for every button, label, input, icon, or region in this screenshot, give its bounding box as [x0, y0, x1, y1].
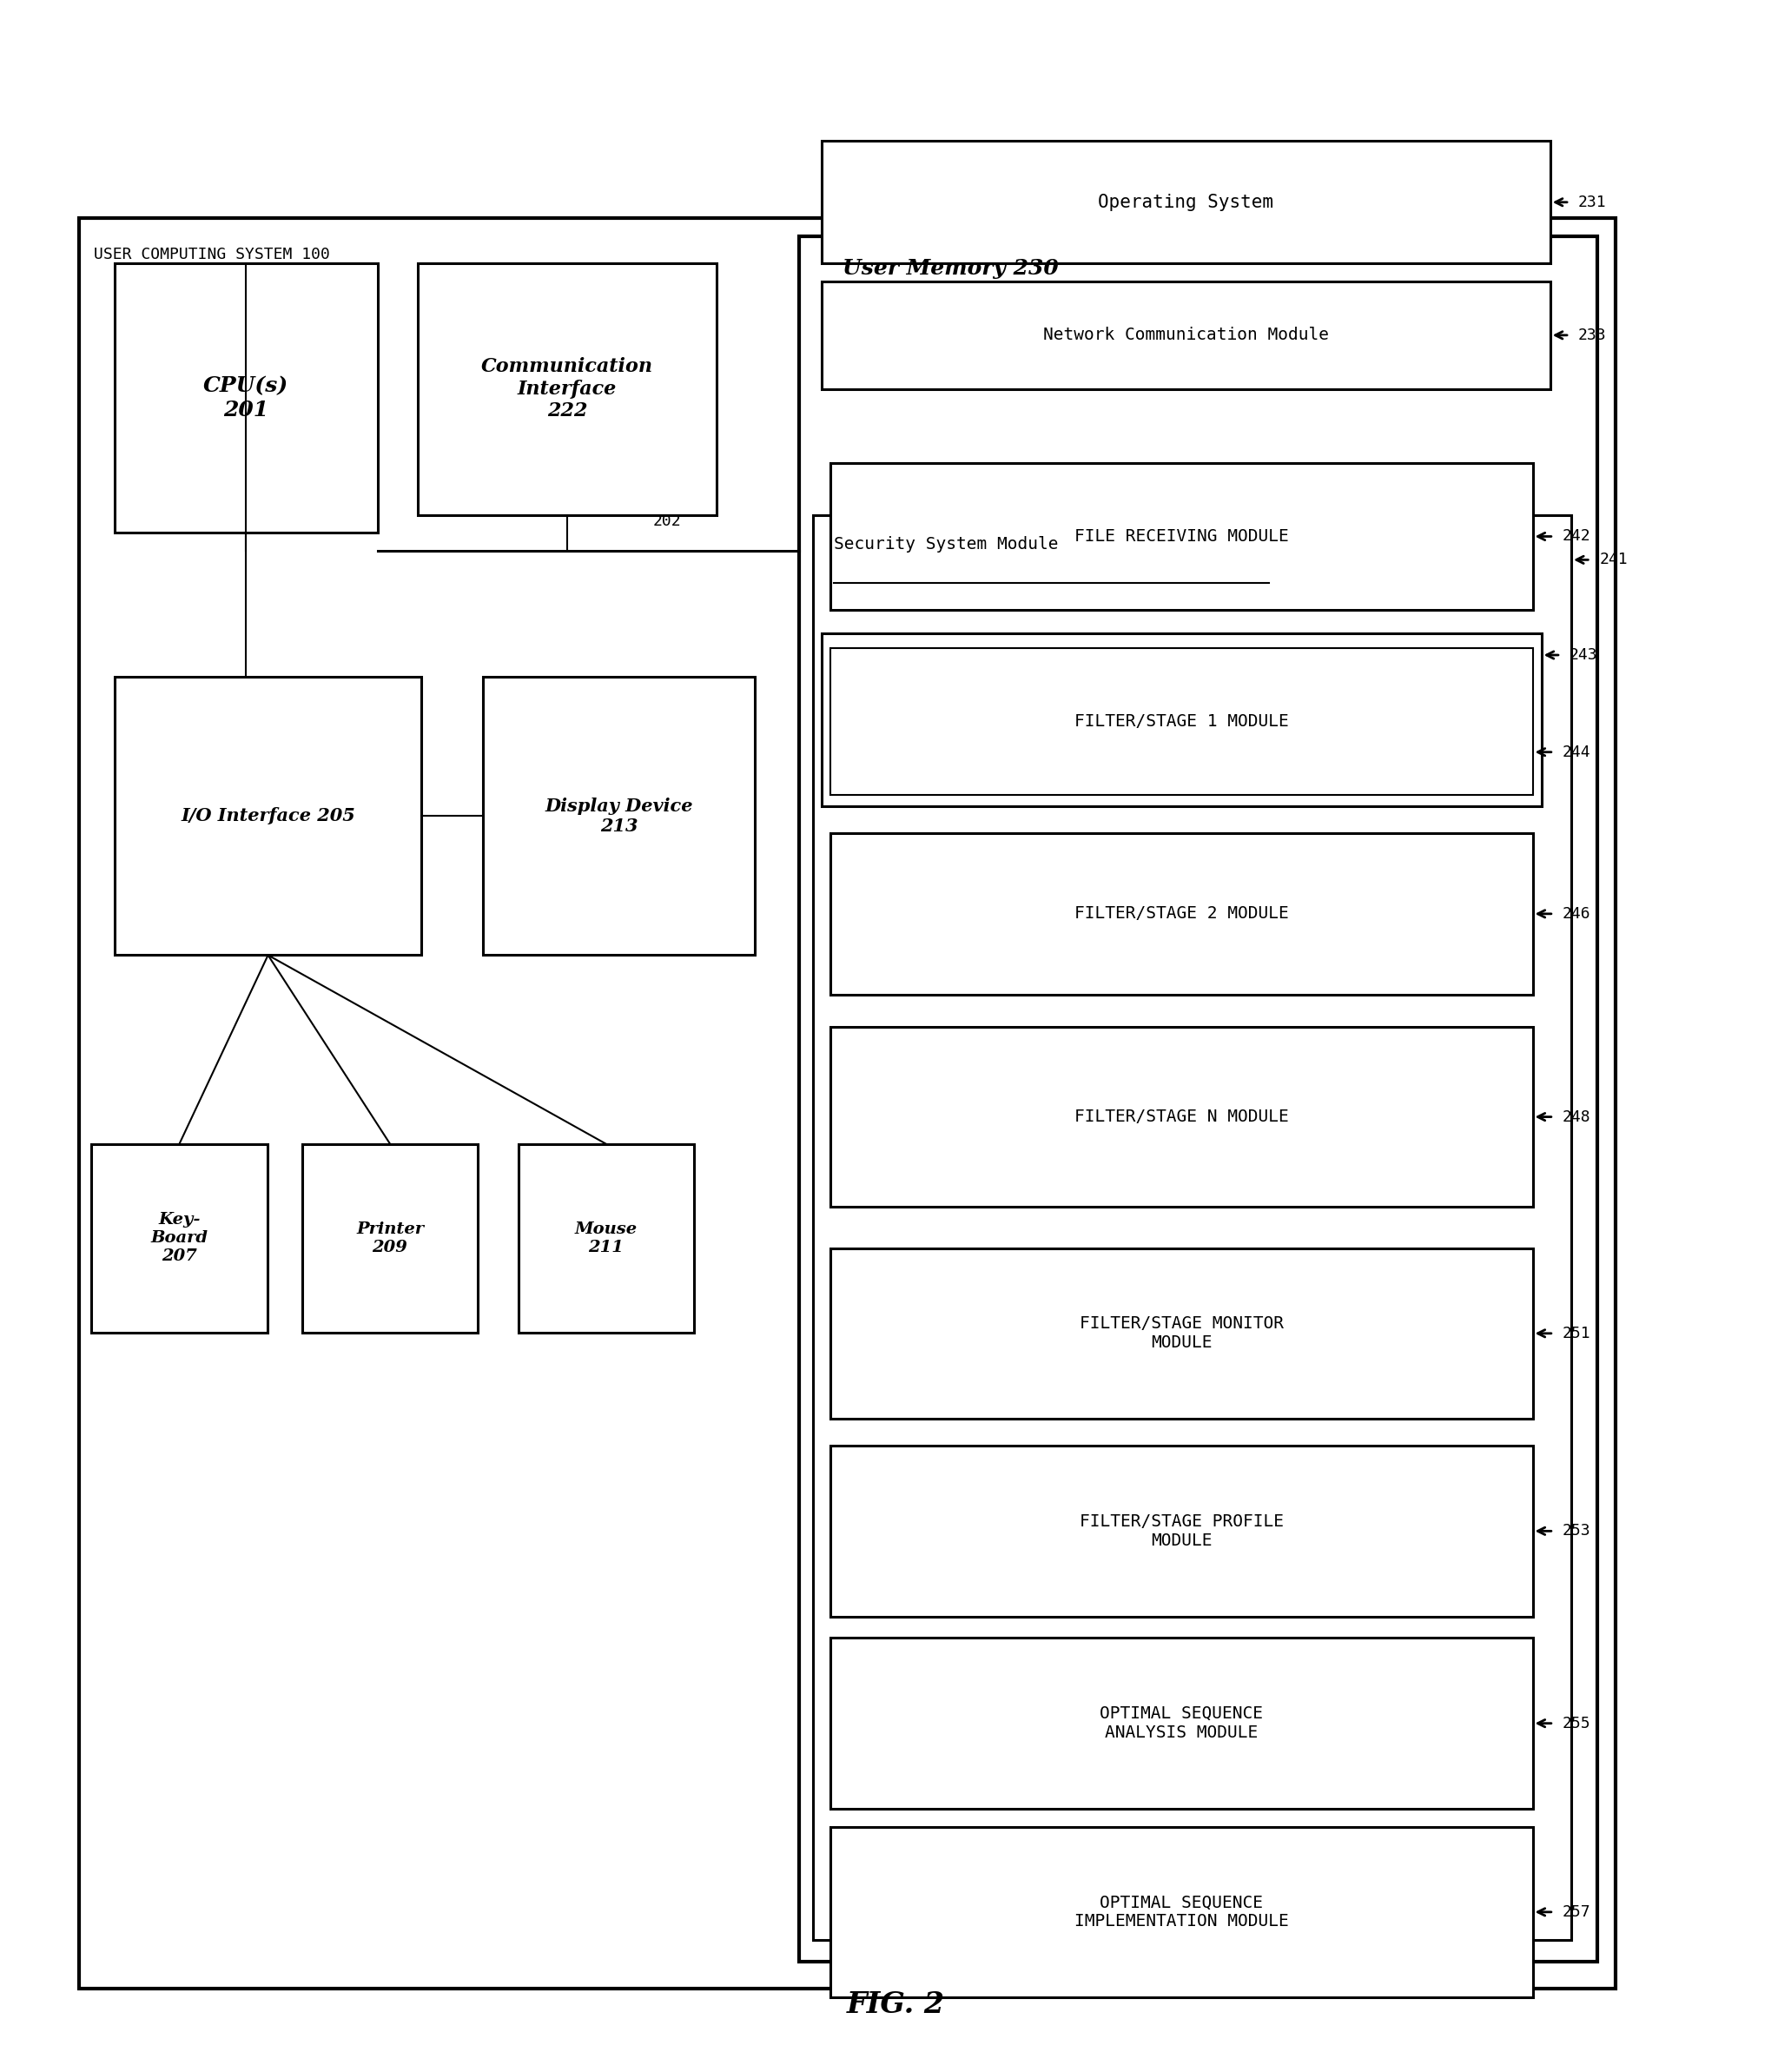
- Text: Network Communication Module: Network Communication Module: [1042, 327, 1329, 344]
- Text: User Memory 230: User Memory 230: [844, 257, 1058, 280]
- Text: FILTER/STAGE 2 MODULE: FILTER/STAGE 2 MODULE: [1075, 905, 1290, 922]
- Text: Security System Module: Security System Module: [835, 537, 1058, 553]
- Bar: [484, 678, 756, 955]
- Text: USER COMPUTING SYSTEM 100: USER COMPUTING SYSTEM 100: [93, 247, 330, 263]
- Text: 231: 231: [1578, 195, 1607, 209]
- Text: 243: 243: [1569, 646, 1598, 663]
- Bar: [822, 282, 1551, 390]
- Bar: [831, 1028, 1533, 1206]
- Text: FILTER/STAGE 1 MODULE: FILTER/STAGE 1 MODULE: [1075, 713, 1290, 729]
- Text: FIG. 2: FIG. 2: [847, 1991, 944, 2018]
- Text: 244: 244: [1562, 744, 1590, 760]
- Bar: [822, 634, 1542, 806]
- Text: CPU(s)
201: CPU(s) 201: [204, 375, 288, 421]
- Text: 202: 202: [654, 514, 682, 528]
- Bar: [831, 649, 1533, 796]
- Bar: [303, 1144, 478, 1332]
- Bar: [79, 218, 1615, 1989]
- Text: 233: 233: [1578, 327, 1607, 344]
- Text: 242: 242: [1562, 528, 1590, 545]
- Text: 257: 257: [1562, 1904, 1590, 1921]
- Text: Communication
Interface
222: Communication Interface 222: [482, 358, 654, 421]
- Text: OPTIMAL SEQUENCE
IMPLEMENTATION MODULE: OPTIMAL SEQUENCE IMPLEMENTATION MODULE: [1075, 1894, 1290, 1929]
- Text: FILTER/STAGE PROFILE
MODULE: FILTER/STAGE PROFILE MODULE: [1080, 1513, 1284, 1550]
- Text: Key-
Board
207: Key- Board 207: [150, 1212, 208, 1264]
- Bar: [417, 263, 716, 514]
- Text: Printer
209: Printer 209: [356, 1220, 424, 1256]
- Text: Mouse
211: Mouse 211: [575, 1220, 638, 1256]
- Text: 251: 251: [1562, 1326, 1590, 1341]
- Text: FILE RECEIVING MODULE: FILE RECEIVING MODULE: [1075, 528, 1290, 545]
- Bar: [831, 833, 1533, 995]
- Bar: [831, 462, 1533, 609]
- Text: 255: 255: [1562, 1716, 1590, 1730]
- Text: OPTIMAL SEQUENCE
ANALYSIS MODULE: OPTIMAL SEQUENCE ANALYSIS MODULE: [1100, 1705, 1263, 1740]
- Text: I/O Interface 205: I/O Interface 205: [181, 808, 355, 825]
- Bar: [822, 141, 1551, 263]
- Text: FILTER/STAGE N MODULE: FILTER/STAGE N MODULE: [1075, 1109, 1290, 1125]
- Bar: [799, 236, 1598, 1962]
- Text: 253: 253: [1562, 1523, 1590, 1539]
- Bar: [831, 1639, 1533, 1809]
- Bar: [115, 678, 421, 955]
- Text: 246: 246: [1562, 905, 1590, 922]
- Bar: [831, 1828, 1533, 1997]
- Text: 248: 248: [1562, 1109, 1590, 1125]
- Bar: [518, 1144, 693, 1332]
- Bar: [813, 514, 1571, 1939]
- Bar: [831, 1247, 1533, 1419]
- Text: Display Device
213: Display Device 213: [544, 798, 693, 835]
- Bar: [91, 1144, 267, 1332]
- Bar: [115, 263, 378, 533]
- Bar: [831, 1446, 1533, 1616]
- Text: Operating System: Operating System: [1098, 193, 1273, 211]
- Text: 241: 241: [1599, 551, 1628, 568]
- Text: FILTER/STAGE MONITOR
MODULE: FILTER/STAGE MONITOR MODULE: [1080, 1316, 1284, 1351]
